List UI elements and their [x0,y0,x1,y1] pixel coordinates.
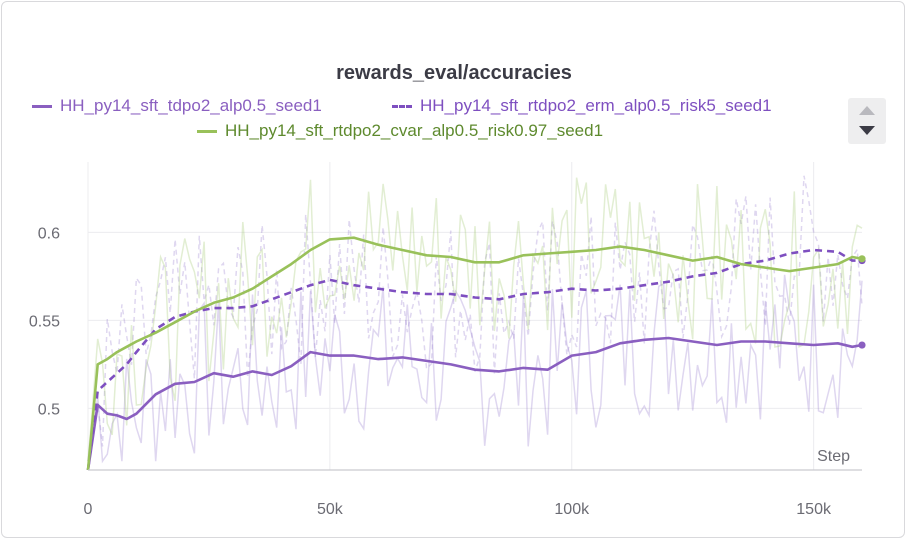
series-2-raw-line [87,175,863,462]
x-axis-label: Step [817,448,850,465]
legend-swatch-series-1 [32,104,52,108]
legend-swatch-series-3 [197,129,217,133]
legend-scroll-down-icon[interactable] [859,126,875,135]
y-tick-label: 0.6 [38,225,60,242]
series-3-raw-line [87,177,863,462]
legend-scroll-up-icon[interactable] [859,106,875,115]
series-3-line [86,236,863,471]
series-1-line [86,336,863,471]
legend-item-series-1[interactable]: HH_py14_sft_tdpo2_alp0.5_seed1 [32,96,322,116]
y-tick-label: 0.5 [38,401,60,418]
series-1-raw-line [87,274,863,464]
x-tick-label: 0 [84,501,93,518]
legend-label-series-3: HH_py14_sft_rtdpo2_cvar_alp0.5_risk0.97_… [225,121,604,140]
legend-swatch-series-2 [392,104,412,108]
series-2-line [86,248,862,471]
legend-label-series-1: HH_py14_sft_tdpo2_alp0.5_seed1 [60,96,322,115]
series-3-end-point [858,255,866,263]
y-tick-label: 0.55 [29,313,60,330]
legend-item-series-3[interactable]: HH_py14_sft_rtdpo2_cvar_alp0.5_risk0.97_… [197,121,603,141]
legend-label-series-2: HH_py14_sft_rtdpo2_erm_alp0.5_risk5_seed… [420,96,772,115]
series-1-end-point [858,341,866,349]
x-tick-label: 50k [317,501,344,518]
chart-title: rewards_eval/accuracies [336,62,572,84]
legend-scroll-control [848,98,886,144]
legend-item-series-2[interactable]: HH_py14_sft_rtdpo2_erm_alp0.5_risk5_seed… [392,96,772,116]
x-tick-label: 100k [554,501,590,518]
x-tick-label: 150k [796,501,832,518]
